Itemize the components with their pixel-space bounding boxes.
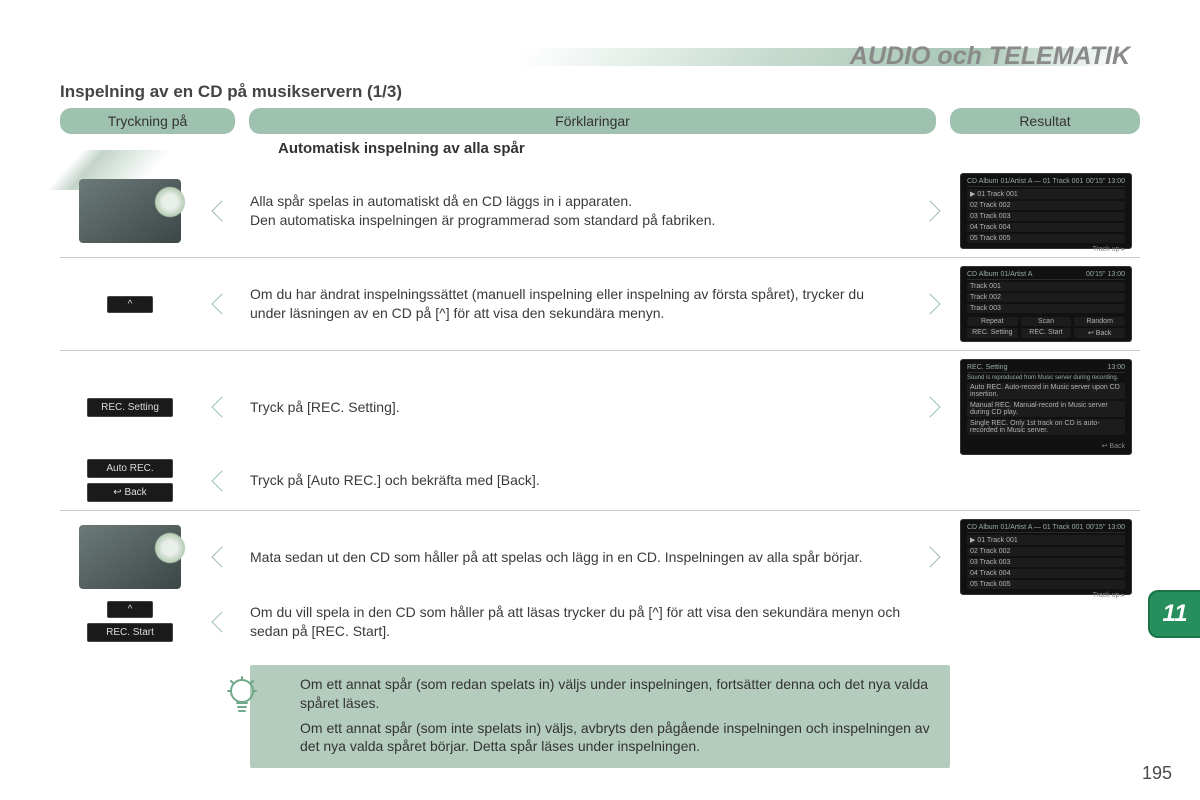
screen-line: 03 Track 003 bbox=[967, 212, 1125, 221]
screen-btn: Random bbox=[1074, 317, 1125, 326]
cd-slot-illustration bbox=[79, 179, 181, 243]
screen-line: 05 Track 005 bbox=[967, 234, 1125, 243]
tip-paragraph: Om ett annat spår (som inte spelats in) … bbox=[300, 719, 934, 757]
screen-line: 04 Track 004 bbox=[967, 223, 1125, 232]
screen-footer: Track up ▸ bbox=[967, 591, 1125, 599]
result-screen-recsetting: REC. Setting 13:00 Sound is reproduced fr… bbox=[960, 359, 1132, 455]
instruction-row: REC. Setting Tryck på [REC. Setting]. RE… bbox=[60, 351, 1140, 457]
col-header-press: Tryckning på bbox=[60, 108, 235, 134]
tip-paragraph: Om ett annat spår (som redan spelats in)… bbox=[300, 675, 934, 713]
screen-header-left: REC. Setting bbox=[967, 364, 1007, 371]
connector-right-icon bbox=[920, 386, 940, 428]
page-number: 195 bbox=[1142, 763, 1172, 784]
screen-header-left: CD Album 01/Artist A — 01 Track 001 bbox=[967, 178, 1083, 185]
screen-line: Manual REC. Manual-record in Music serve… bbox=[967, 401, 1125, 417]
screen-header-left: CD Album 01/Artist A — 01 Track 001 bbox=[967, 524, 1083, 531]
connector-right-icon bbox=[920, 536, 940, 578]
screen-header-left: CD Album 01/Artist A bbox=[967, 271, 1032, 278]
chapter-tab: 11 bbox=[1148, 590, 1200, 638]
screen-desc: Sound is reproduced from Music server du… bbox=[967, 375, 1125, 381]
connector-right-icon bbox=[920, 283, 940, 325]
screen-line: 02 Track 002 bbox=[967, 201, 1125, 210]
lightbulb-icon bbox=[220, 673, 264, 717]
explanation-text: Om du har ändrat inspelningssättet (manu… bbox=[244, 281, 908, 327]
connector-left-icon bbox=[212, 283, 232, 325]
screen-header-right: 13:00 bbox=[1107, 364, 1125, 371]
connector-left-icon bbox=[212, 601, 232, 643]
auto-rec-button-icon: Auto REC. bbox=[87, 459, 173, 478]
caret-up-button-icon bbox=[107, 296, 153, 313]
explanation-text: Mata sedan ut den CD som håller på att s… bbox=[244, 544, 908, 571]
sub-heading: Automatisk inspelning av alla spår bbox=[278, 140, 1140, 157]
connector-left-icon bbox=[212, 460, 232, 502]
screen-line: 05 Track 005 bbox=[967, 580, 1125, 589]
screen-btn: Scan bbox=[1021, 317, 1072, 326]
tip-box: Om ett annat spår (som redan spelats in)… bbox=[250, 665, 950, 769]
result-screen-tracks: CD Album 01/Artist A — 01 Track 00100'15… bbox=[960, 173, 1132, 249]
screen-header-right: 00'15'' 13:00 bbox=[1086, 178, 1125, 185]
screen-btn: Repeat bbox=[967, 317, 1018, 326]
back-button-icon: ↩ Back bbox=[87, 483, 173, 502]
connector-right-icon bbox=[920, 190, 940, 232]
explanation-text: Om du vill spela in den CD som håller på… bbox=[244, 599, 908, 645]
screen-line: Track 001 bbox=[967, 282, 1125, 291]
screen-line: Auto REC. Auto-record in Music server up… bbox=[967, 383, 1125, 399]
screen-line: Track 003 bbox=[967, 304, 1125, 313]
cd-slot-illustration bbox=[79, 525, 181, 589]
section-title: Inspelning av en CD på musikservern (1/3… bbox=[60, 82, 1140, 102]
screen-line: 03 Track 003 bbox=[967, 558, 1125, 567]
rec-setting-button-icon: REC. Setting bbox=[87, 398, 173, 417]
screen-footer: Track up ▸ bbox=[967, 245, 1125, 253]
col-header-result: Resultat bbox=[950, 108, 1140, 134]
explanation-text: Tryck på [REC. Setting]. bbox=[244, 394, 908, 421]
result-screen-menu: CD Album 01/Artist A 00'15'' 13:00 Track … bbox=[960, 266, 1132, 342]
instruction-row: REC. Start Om du vill spela in den CD so… bbox=[60, 597, 1140, 653]
column-headers: Tryckning på Förklaringar Resultat bbox=[60, 108, 1140, 134]
explanation-text: Alla spår spelas in automatiskt då en CD… bbox=[244, 188, 908, 234]
screen-line: ▶ 01 Track 001 bbox=[967, 535, 1125, 545]
col-header-explain: Förklaringar bbox=[249, 108, 936, 134]
result-screen-tracks: CD Album 01/Artist A — 01 Track 00100'15… bbox=[960, 519, 1132, 595]
screen-line: Single REC. Only 1st track on CD is auto… bbox=[967, 419, 1125, 435]
screen-line: 02 Track 002 bbox=[967, 547, 1125, 556]
instruction-row: Om du har ändrat inspelningssättet (manu… bbox=[60, 258, 1140, 351]
instruction-row: Alla spår spelas in automatiskt då en CD… bbox=[60, 165, 1140, 258]
screen-line: 04 Track 004 bbox=[967, 569, 1125, 578]
screen-header-right: 00'15'' 13:00 bbox=[1086, 271, 1125, 278]
screen-line: ▶ 01 Track 001 bbox=[967, 189, 1125, 199]
connector-left-icon bbox=[212, 536, 232, 578]
explanation-text: Tryck på [Auto REC.] och bekräfta med [B… bbox=[244, 467, 908, 494]
connector-left-icon bbox=[212, 386, 232, 428]
screen-btn: ↩ Back bbox=[1074, 328, 1125, 338]
screen-header-right: 00'15'' 13:00 bbox=[1086, 524, 1125, 531]
caret-up-button-icon bbox=[107, 601, 153, 618]
connector-left-icon bbox=[212, 190, 232, 232]
rec-start-button-icon: REC. Start bbox=[87, 623, 173, 642]
screen-btn: REC. Start bbox=[1021, 328, 1072, 338]
screen-line: Track 002 bbox=[967, 293, 1125, 302]
screen-btn: REC. Setting bbox=[967, 328, 1018, 338]
chapter-title: AUDIO och TELEMATIK bbox=[850, 42, 1130, 71]
instruction-row: Auto REC. ↩ Back Tryck på [Auto REC.] oc… bbox=[60, 457, 1140, 511]
screen-footer: ↩ Back bbox=[967, 442, 1125, 450]
instruction-row: Mata sedan ut den CD som håller på att s… bbox=[60, 511, 1140, 597]
